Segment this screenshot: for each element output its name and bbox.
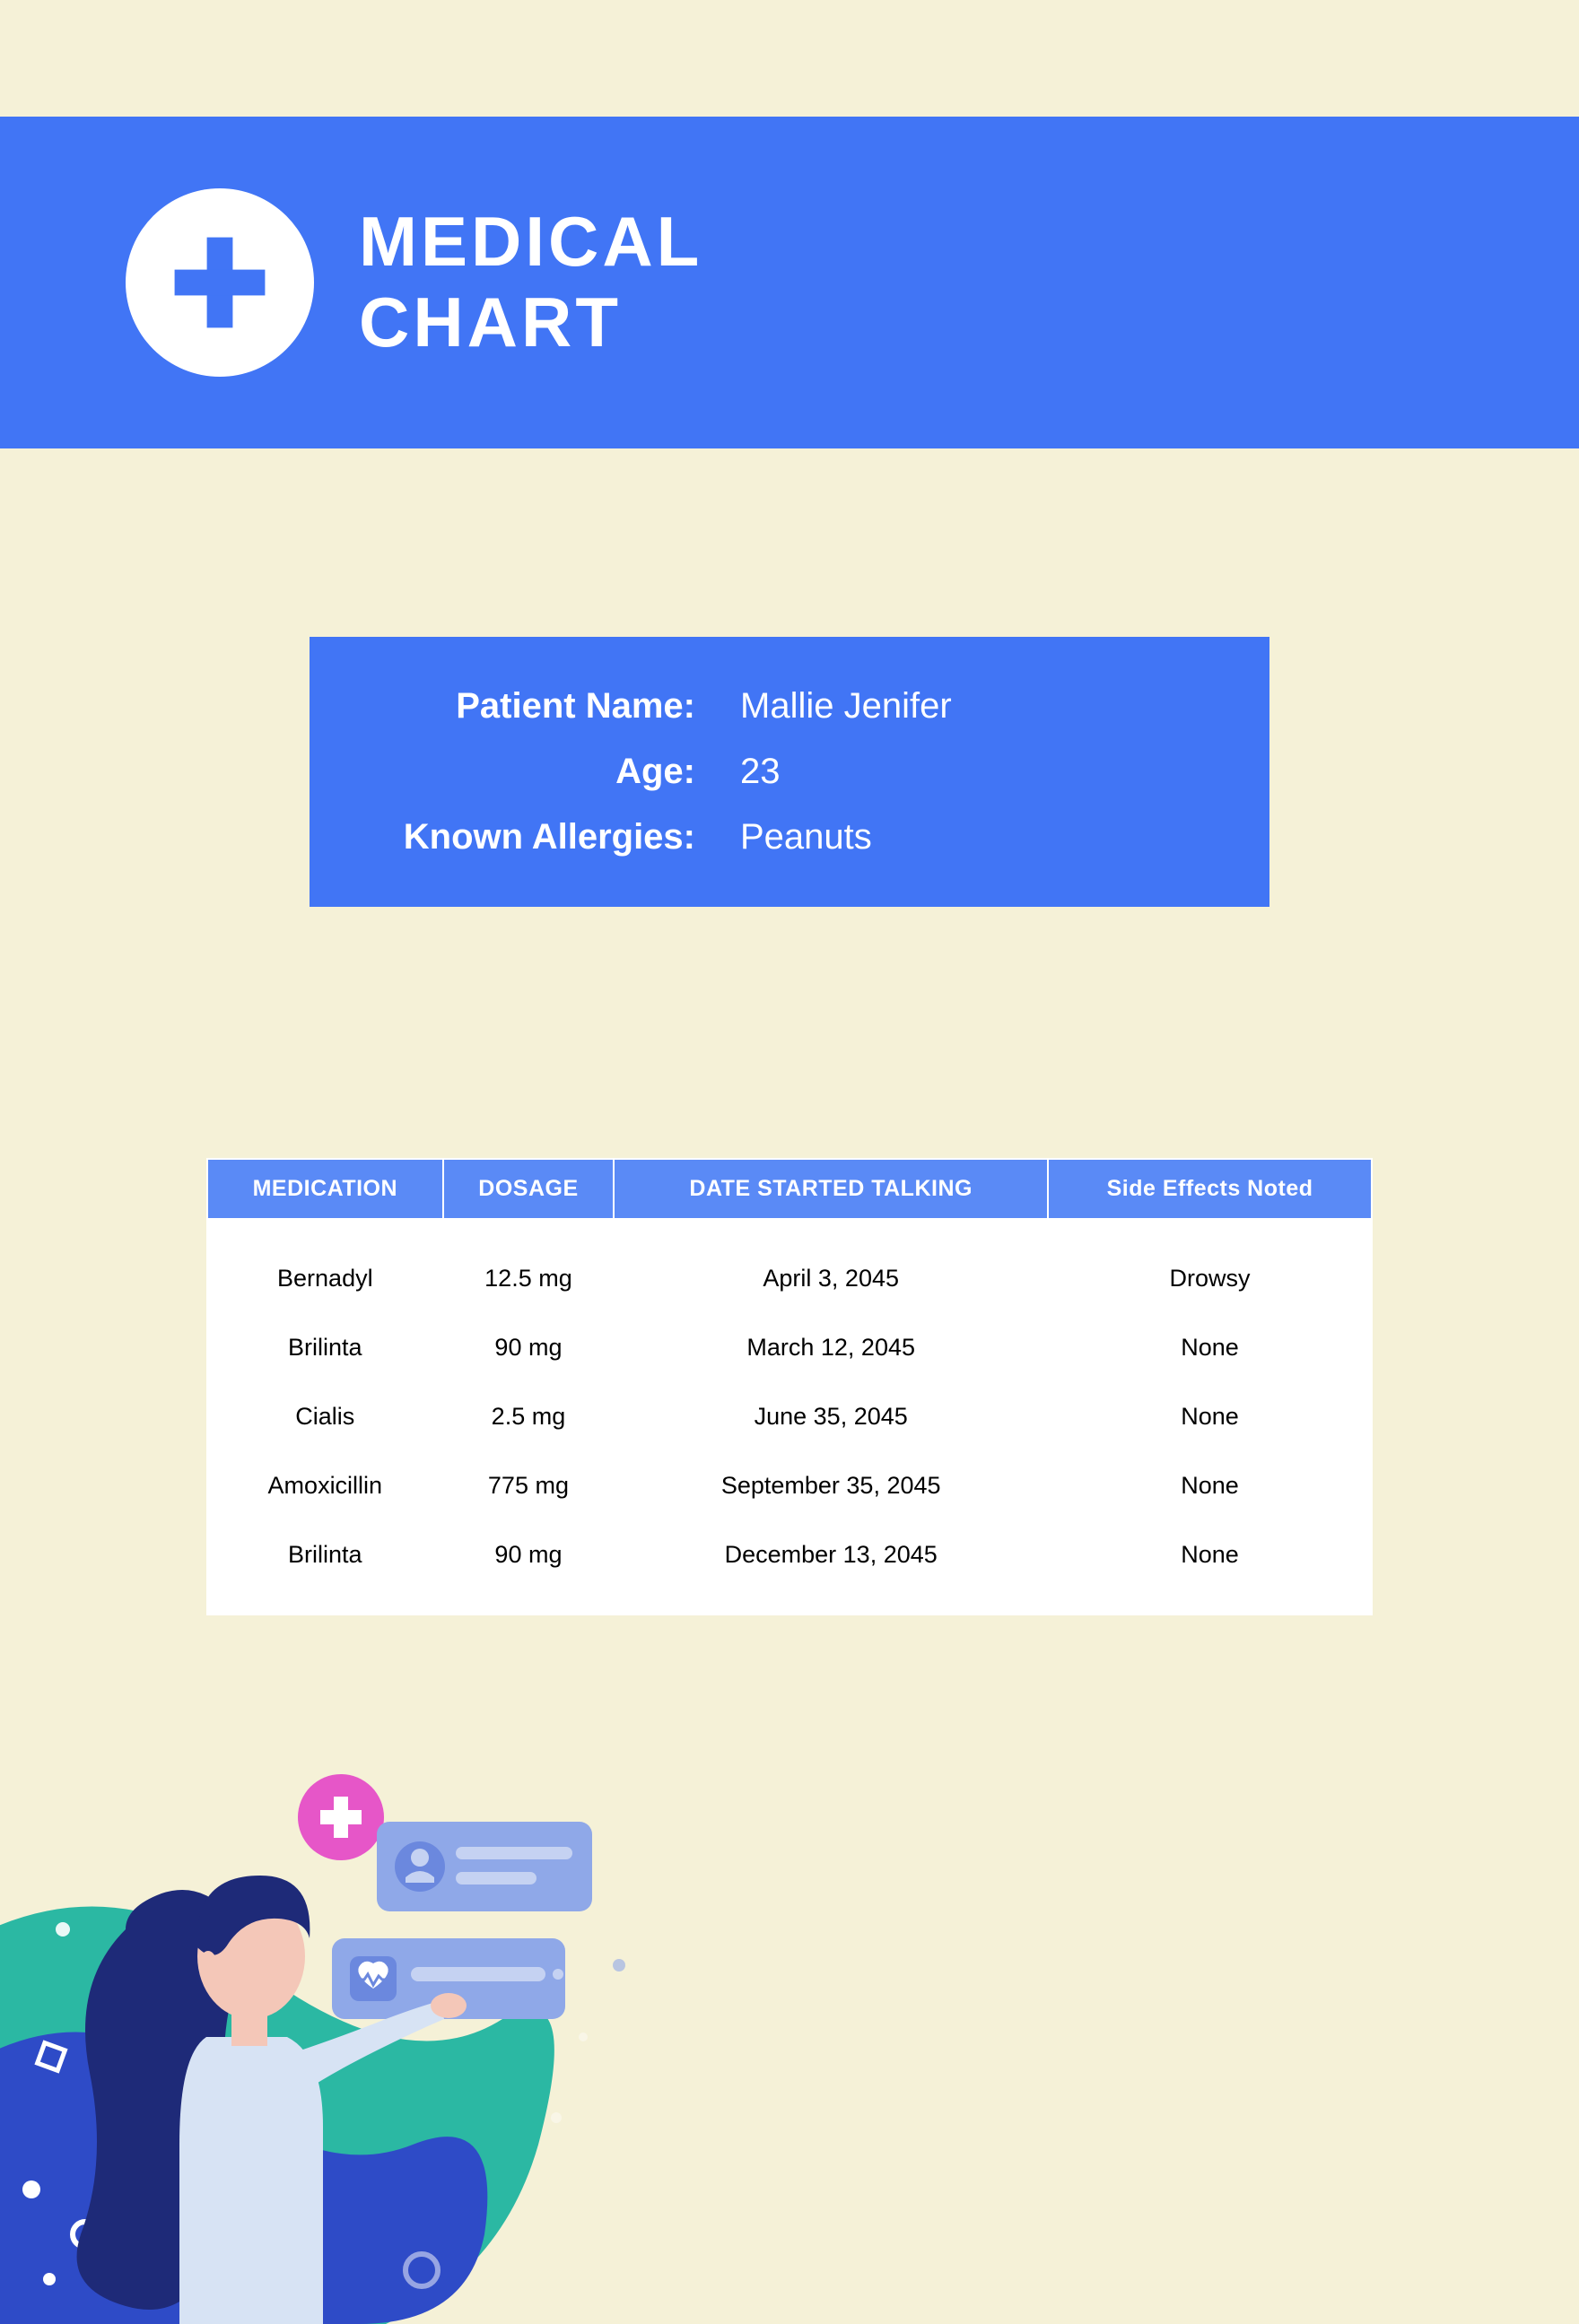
table-cell: Brilinta — [208, 1521, 442, 1614]
table-cell: December 13, 2045 — [615, 1521, 1047, 1614]
table-row: Brilinta90 mgMarch 12, 2045None — [208, 1314, 1371, 1381]
table-cell: 12.5 mg — [444, 1220, 614, 1312]
patient-name-label: Patient Name: — [363, 686, 740, 727]
table-cell: March 12, 2045 — [615, 1314, 1047, 1381]
nurse-illustration — [0, 1696, 807, 2324]
dot-icon — [579, 2032, 588, 2041]
table-cell: 90 mg — [444, 1521, 614, 1614]
table-cell: Cialis — [208, 1383, 442, 1450]
patient-age-value: 23 — [740, 752, 781, 792]
medical-plus-icon — [166, 229, 274, 336]
dot-icon — [613, 1959, 625, 1971]
title-line-2: CHART — [359, 283, 702, 363]
page-title: MEDICAL CHART — [359, 202, 702, 362]
table-row: Amoxicillin775 mgSeptember 35, 2045None — [208, 1452, 1371, 1519]
table-cell: None — [1049, 1314, 1371, 1381]
patient-info-card: Patient Name: Mallie Jenifer Age: 23 Kno… — [310, 637, 1269, 907]
patient-allergies-value: Peanuts — [740, 817, 872, 857]
patient-name-row: Patient Name: Mallie Jenifer — [363, 686, 1216, 727]
logo-circle — [126, 188, 314, 377]
table-cell: April 3, 2045 — [615, 1220, 1047, 1312]
table-cell: Amoxicillin — [208, 1452, 442, 1519]
table-cell: 90 mg — [444, 1314, 614, 1381]
title-line-1: MEDICAL — [359, 202, 702, 283]
table-row: Brilinta90 mgDecember 13, 2045None — [208, 1521, 1371, 1614]
header-banner: MEDICAL CHART — [0, 117, 1579, 448]
dot-icon — [551, 2112, 562, 2123]
col-dosage: DOSAGE — [444, 1160, 614, 1218]
table-cell: September 35, 2045 — [615, 1452, 1047, 1519]
table-cell: 2.5 mg — [444, 1383, 614, 1450]
patient-allergies-row: Known Allergies: Peanuts — [363, 817, 1216, 857]
table-cell: 775 mg — [444, 1452, 614, 1519]
medication-table: MEDICATION DOSAGE DATE STARTED TALKING S… — [206, 1158, 1373, 1615]
table-cell: Drowsy — [1049, 1220, 1371, 1312]
patient-allergies-label: Known Allergies: — [363, 817, 740, 857]
table-cell: Brilinta — [208, 1314, 442, 1381]
table-cell: None — [1049, 1383, 1371, 1450]
dot-icon — [43, 2273, 56, 2285]
patient-age-row: Age: 23 — [363, 752, 1216, 792]
col-medication: MEDICATION — [208, 1160, 442, 1218]
dot-icon — [56, 1922, 70, 1937]
table-cell: None — [1049, 1521, 1371, 1614]
col-side-effects: Side Effects Noted — [1049, 1160, 1371, 1218]
table-header-row: MEDICATION DOSAGE DATE STARTED TALKING S… — [208, 1160, 1371, 1218]
info-card-1 — [377, 1822, 592, 1911]
plus-badge-cross — [320, 1810, 362, 1824]
table-cell: Bernadyl — [208, 1220, 442, 1312]
col-date: DATE STARTED TALKING — [615, 1160, 1047, 1218]
table-row: Bernadyl12.5 mgApril 3, 2045Drowsy — [208, 1220, 1371, 1312]
table-row: Cialis2.5 mgJune 35, 2045None — [208, 1383, 1371, 1450]
table-cell: June 35, 2045 — [615, 1383, 1047, 1450]
dot-icon — [22, 2180, 40, 2198]
patient-age-label: Age: — [363, 752, 740, 792]
patient-name-value: Mallie Jenifer — [740, 686, 952, 727]
table-cell: None — [1049, 1452, 1371, 1519]
